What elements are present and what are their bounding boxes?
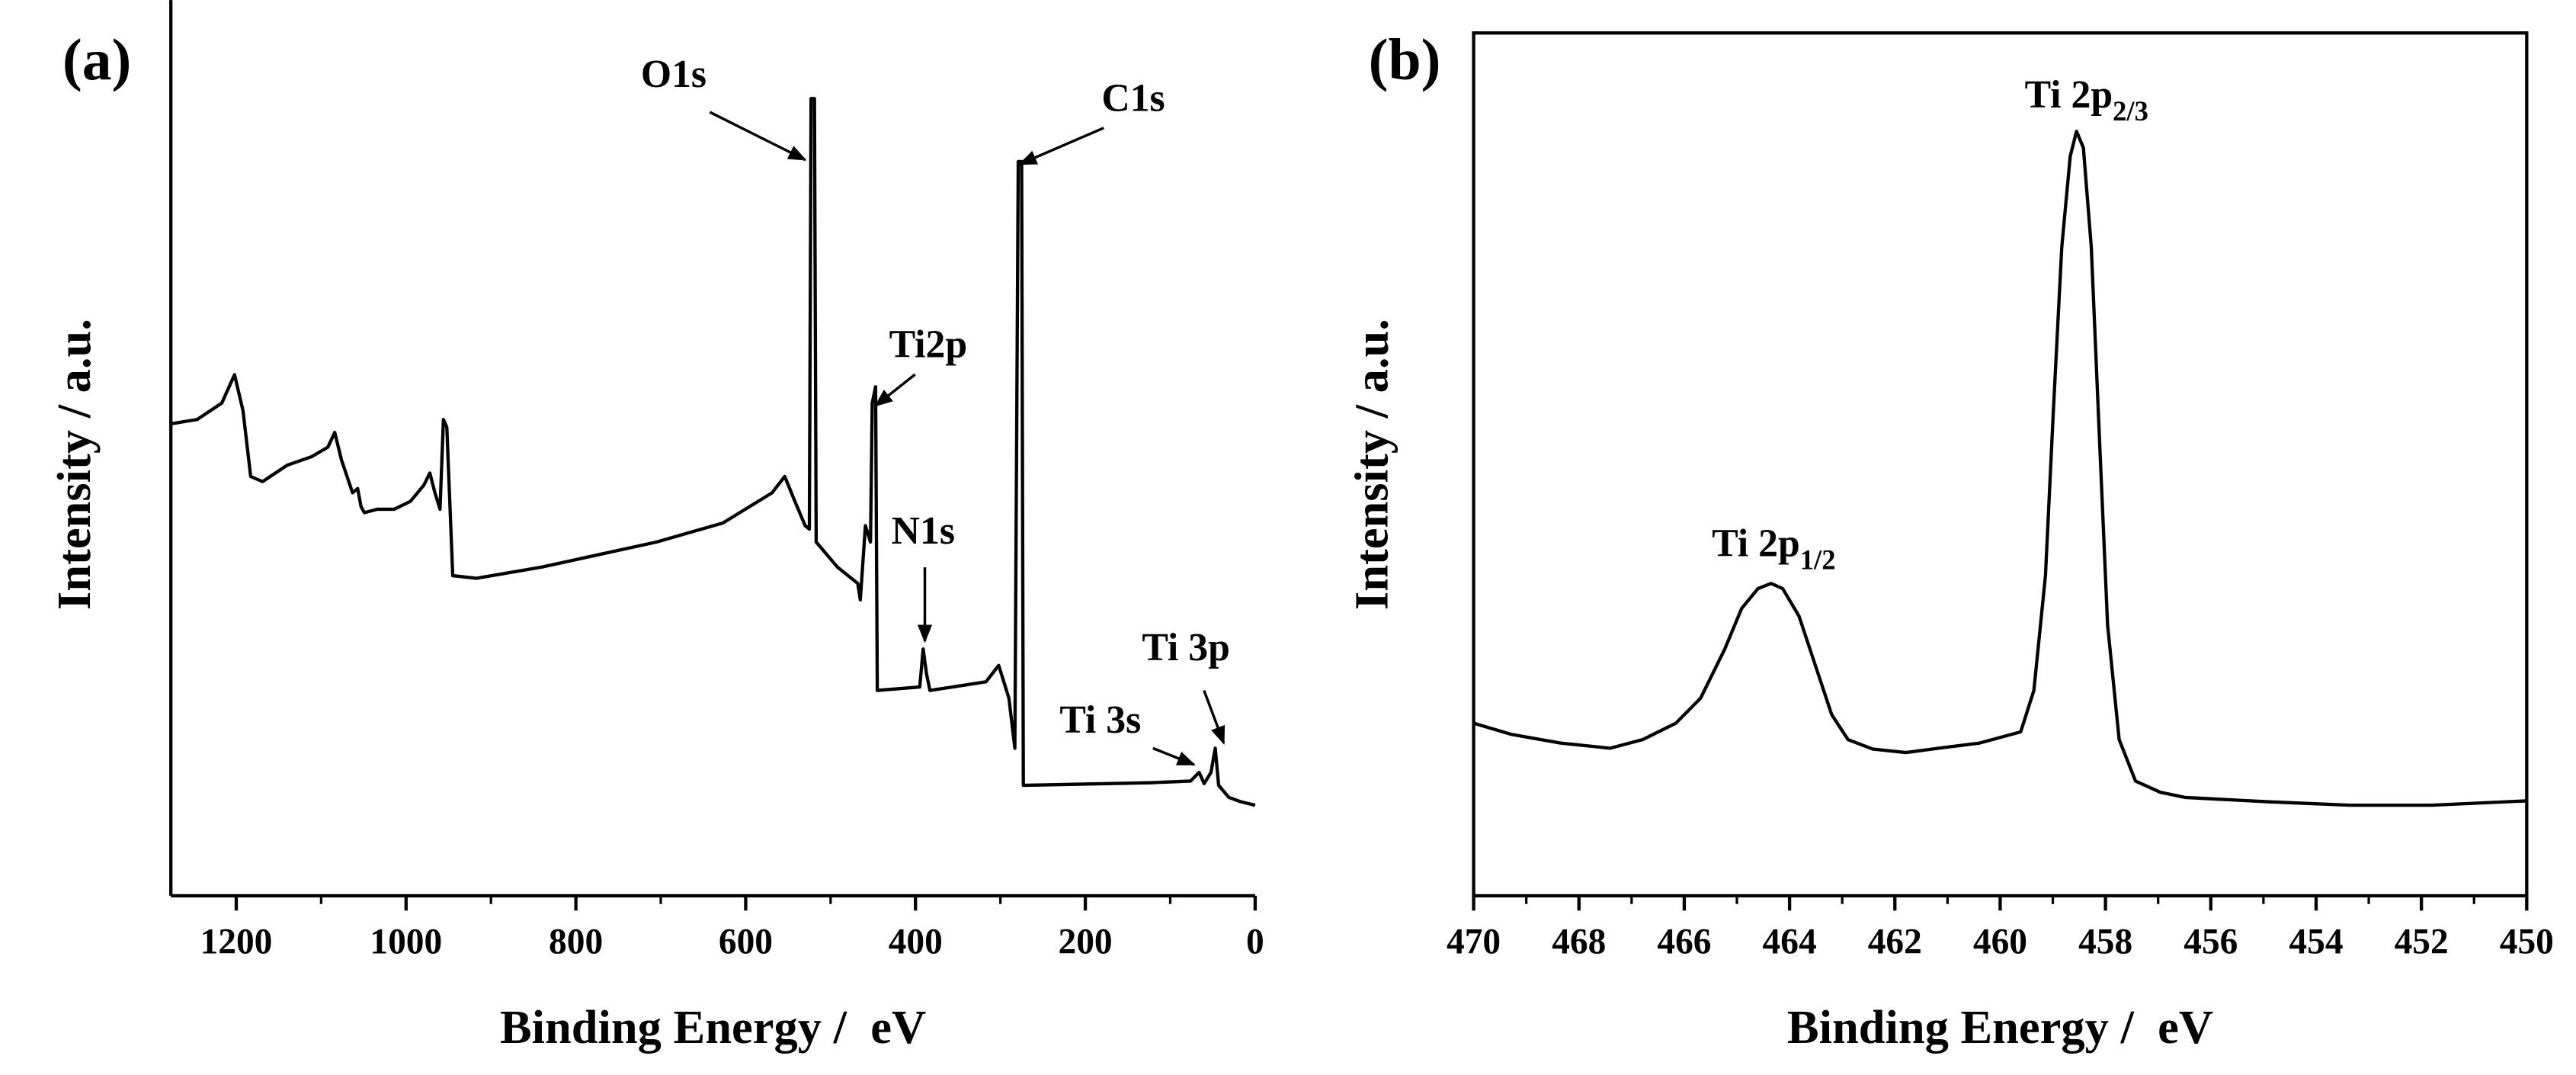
annotation-label: Ti 3s <box>1059 698 1141 742</box>
annotation-arrow <box>709 111 807 162</box>
spectrum-line <box>1472 130 2527 807</box>
x-axis-label: Binding Energy / eV <box>500 1000 926 1054</box>
x-axis-label: Binding Energy / eV <box>1787 1000 2213 1054</box>
x-tick-label: 470 <box>1447 922 1501 961</box>
y-axis-label: Intensity / a.u. <box>47 319 101 610</box>
annotation-text: N1s <box>892 509 955 553</box>
x-tick-label: 458 <box>2078 922 2132 961</box>
annotation-arrow <box>1152 746 1196 766</box>
annotation-label: O1s <box>641 53 706 96</box>
x-tick-label: 1000 <box>370 922 442 961</box>
annotation-subscript: 2/3 <box>2113 95 2148 127</box>
annotation-text: Ti 3s <box>1059 698 1141 742</box>
x-tick-label: 462 <box>1868 922 1922 961</box>
x-tick-label: 464 <box>1763 922 1817 961</box>
annotation-label: Ti 2p2/3 <box>2025 73 2148 127</box>
y-axis-label: Intensity / a.u. <box>1345 319 1399 610</box>
x-tick-label: 200 <box>1059 922 1113 961</box>
annotation-text: Ti 3p <box>1142 626 1229 669</box>
x-tick-label: 466 <box>1657 922 1711 961</box>
annotation-arrow <box>873 373 916 407</box>
x-tick-label: 452 <box>2395 922 2449 961</box>
x-tick-label: 468 <box>1552 922 1606 961</box>
x-tick-label: 400 <box>889 922 943 961</box>
annotation-text: Ti2p <box>889 323 968 367</box>
panel-label: (a) <box>62 27 131 92</box>
annotation-label: C1s <box>1101 76 1165 120</box>
annotation-text: Ti 2p <box>1712 522 1799 566</box>
annotation-arrow <box>1018 127 1104 165</box>
x-tick-label: 800 <box>549 922 603 961</box>
panel-label: (b) <box>1369 27 1441 92</box>
annotation-text: Ti 2p <box>2025 73 2113 117</box>
x-tick-label: 454 <box>2289 922 2343 961</box>
annotation-text: O1s <box>641 53 706 96</box>
annotation-label: Ti 2p1/2 <box>1712 522 1835 576</box>
annotation-arrow <box>1203 690 1226 745</box>
annotation-label: Ti 3p <box>1142 626 1229 669</box>
annotation-subscript: 1/2 <box>1800 544 1836 576</box>
annotation-text: C1s <box>1101 76 1165 120</box>
x-tick-label: 450 <box>2500 922 2554 961</box>
x-tick-label: 456 <box>2184 922 2238 961</box>
x-tick-label: 1200 <box>200 922 273 961</box>
annotation-label: Ti2p <box>889 323 968 367</box>
x-tick-label: 460 <box>1973 922 2027 961</box>
plot-frame <box>1472 31 2529 898</box>
x-tick-label: 600 <box>719 922 773 961</box>
x-tick-label: 0 <box>1246 922 1264 961</box>
annotation-label: N1s <box>892 509 955 553</box>
